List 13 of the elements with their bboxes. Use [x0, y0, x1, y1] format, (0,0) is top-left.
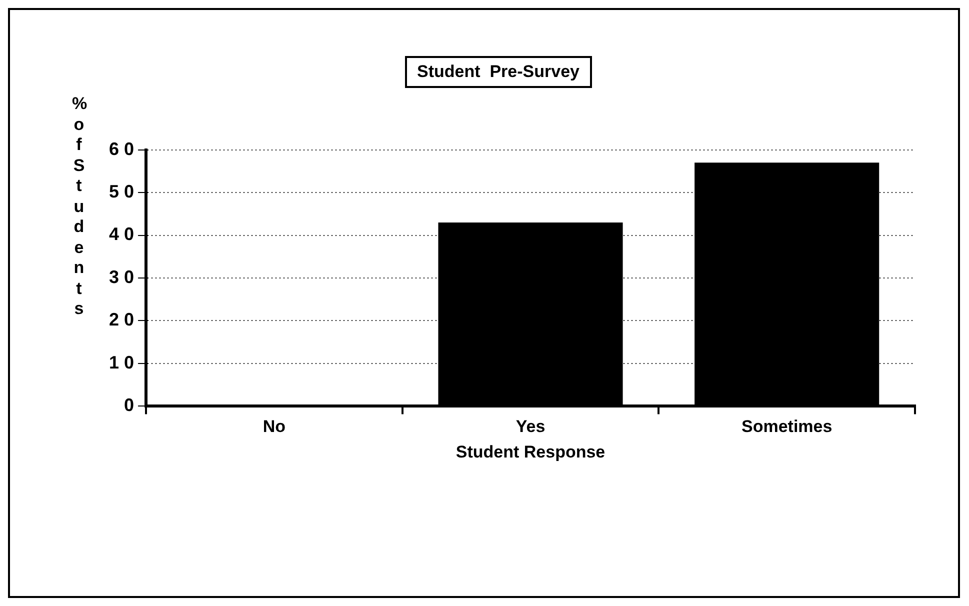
y-tick-label: 1 0: [108, 352, 134, 372]
x-tick-label: Sometimes: [741, 417, 832, 436]
y-tick-label: 0: [124, 395, 134, 416]
y-tick-label: 3 0: [108, 266, 134, 287]
y-tick-label: 2 0: [108, 310, 134, 330]
x-tick-label: Yes: [516, 417, 546, 436]
text: % of Students: [72, 94, 88, 318]
y-tick-label: 4 0: [108, 224, 134, 244]
chart-title: Student Pre-Survey: [405, 56, 592, 88]
y-tick-label: 6 0: [108, 138, 134, 159]
y-tick-label: 5 0: [108, 182, 134, 202]
x-axis-title: Student Response: [456, 442, 606, 462]
x-tick-label: No: [262, 417, 286, 436]
